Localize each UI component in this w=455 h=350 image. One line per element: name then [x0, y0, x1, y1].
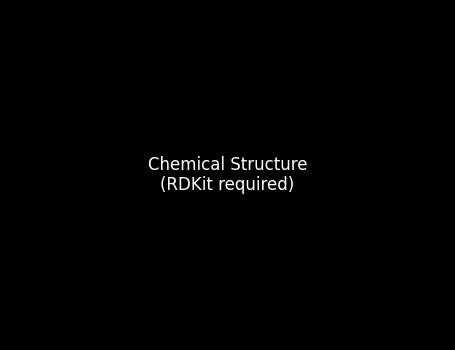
Text: Chemical Structure
(RDKit required): Chemical Structure (RDKit required): [148, 156, 307, 194]
